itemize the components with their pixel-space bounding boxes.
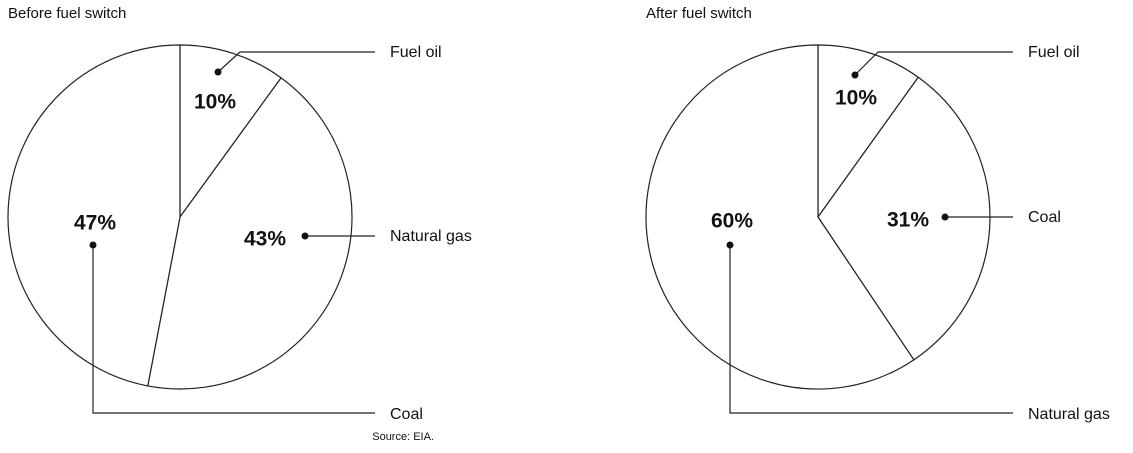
leader-line [729,245,1013,414]
pie-slice [179,44,282,219]
leader-dot [851,71,859,79]
chart-title: After fuel switch [646,5,752,22]
value-label: 10% [194,91,236,114]
leader-line [854,51,1013,76]
category-label: Coal [1028,209,1061,226]
leader-dot [941,213,949,221]
leader-dot [301,232,309,240]
category-label: Fuel oil [390,44,442,61]
value-label: 10% [835,87,877,110]
leader-dot [726,241,734,249]
leader-line [217,51,375,73]
value-label: 60% [711,210,753,233]
value-label: 47% [74,212,116,235]
pie-slice [817,44,920,219]
value-label: 43% [244,228,286,251]
leader-dot [214,68,222,76]
source-note: Source: EIA. [372,431,434,443]
pie-slice [817,76,991,361]
value-label: 31% [887,209,929,232]
leader-dot [89,241,97,249]
pie-slice [645,44,915,390]
category-label: Coal [390,406,423,423]
chart-title: Before fuel switch [8,5,126,22]
pie-slice [147,77,353,390]
pie-slice [7,44,181,387]
category-label: Fuel oil [1028,44,1080,61]
category-label: Natural gas [1028,406,1110,423]
category-label: Natural gas [390,228,472,245]
leader-line [92,245,375,414]
